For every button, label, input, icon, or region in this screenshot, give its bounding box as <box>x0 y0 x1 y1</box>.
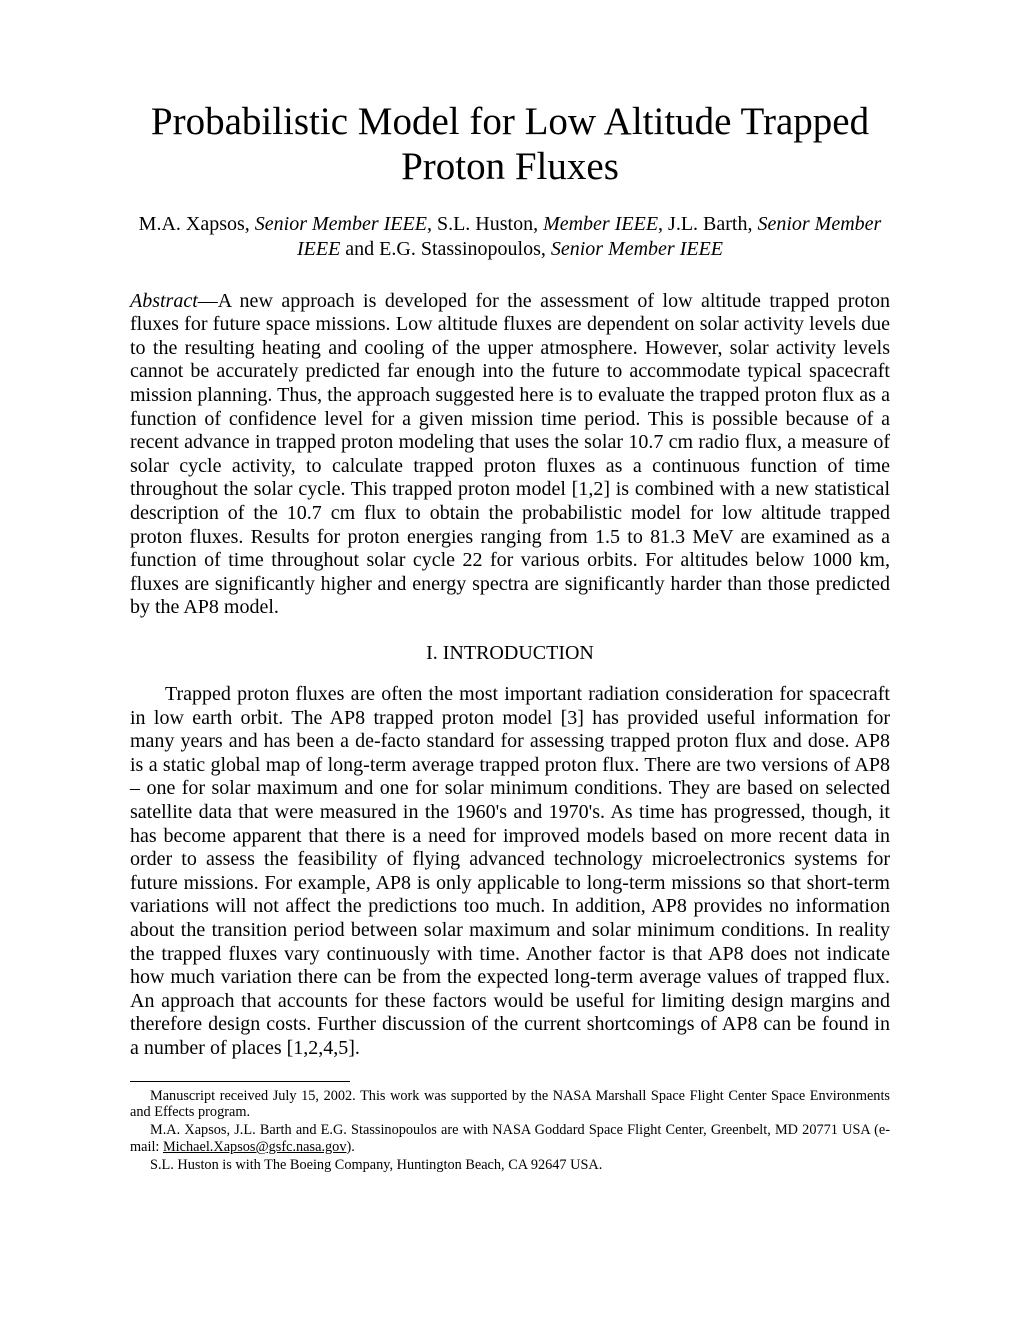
author-sep-3: and <box>340 238 379 260</box>
abstract-label: Abstract <box>130 290 198 312</box>
author-sep-1: , <box>427 213 437 235</box>
author-4-role: Senior Member IEEE <box>551 238 723 260</box>
abstract: Abstract—A new approach is developed for… <box>130 290 890 620</box>
abstract-text: A new approach is developed for the asse… <box>130 290 890 619</box>
footnote-separator <box>130 1081 350 1082</box>
author-2-name: S.L. Huston, <box>437 213 543 235</box>
footnote-1: Manuscript received July 15, 2002. This … <box>130 1088 890 1122</box>
author-1-name: M.A. Xapsos, <box>139 213 255 235</box>
footnote-2: M.A. Xapsos, J.L. Barth and E.G. Stassin… <box>130 1122 890 1156</box>
author-line: M.A. Xapsos, Senior Member IEEE, S.L. Hu… <box>130 212 890 262</box>
author-3-name: J.L. Barth, <box>668 213 757 235</box>
abstract-dash: — <box>198 290 218 312</box>
footnote-3: S.L. Huston is with The Boeing Company, … <box>130 1157 890 1174</box>
author-4-name: E.G. Stassinopoulos, <box>379 238 551 260</box>
section-1-heading: I. INTRODUCTION <box>130 642 890 665</box>
author-sep-2: , <box>658 213 668 235</box>
footnote-2-email: Michael.Xapsos@gsfc.nasa.gov <box>163 1139 347 1155</box>
author-1-role: Senior Member IEEE <box>255 213 427 235</box>
author-2-role: Member IEEE <box>543 213 658 235</box>
footnote-2-text-b: ). <box>346 1139 354 1155</box>
section-1-para-1: Trapped proton fluxes are often the most… <box>130 683 890 1061</box>
paper-title: Probabilistic Model for Low Altitude Tra… <box>130 100 890 190</box>
